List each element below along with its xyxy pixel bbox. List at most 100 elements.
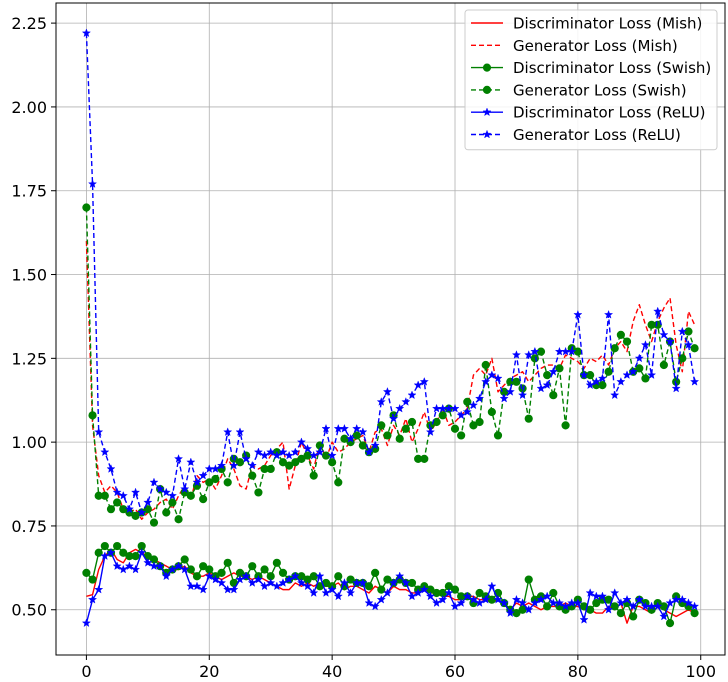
legend-swatch-marker [482, 107, 492, 117]
data-point [82, 203, 91, 212]
data-point [573, 347, 582, 356]
data-point [346, 575, 355, 584]
data-point [229, 460, 239, 470]
data-point [131, 487, 141, 497]
data-point [186, 491, 195, 500]
data-point [149, 518, 159, 527]
data-point [290, 571, 300, 581]
legend-box [464, 9, 718, 151]
data-point [536, 383, 546, 393]
data-point [683, 598, 693, 607]
data-point [162, 508, 171, 517]
data-point [278, 568, 288, 577]
y-tick-label: 0.50 [11, 601, 47, 620]
legend-label: Discriminator Loss (ReLU) [513, 104, 706, 122]
data-point [401, 397, 411, 406]
data-point [524, 350, 534, 359]
data-point [155, 561, 165, 571]
series-line-discriminator-loss-relu [85, 552, 695, 624]
data-point [119, 548, 128, 557]
y-tick-label: 0.75 [11, 517, 47, 536]
data-point [395, 571, 405, 581]
data-point [512, 377, 521, 386]
data-point [604, 367, 613, 376]
data-point [291, 458, 300, 467]
data-point [186, 581, 196, 591]
data-point [622, 594, 632, 604]
data-point [260, 450, 270, 460]
data-point [100, 491, 109, 500]
data-point [450, 424, 460, 433]
data-point [481, 377, 491, 386]
y-tick-label: 1.50 [11, 266, 47, 285]
legend-item: Generator Loss (Swish) [471, 81, 687, 99]
y-tick-label: 2.25 [11, 14, 47, 33]
data-point [198, 470, 208, 480]
data-point [511, 350, 521, 359]
data-point [677, 594, 687, 604]
data-point [641, 374, 650, 383]
data-point [659, 360, 668, 370]
data-point [376, 594, 386, 604]
legend-label: Discriminator Loss (Mish) [513, 15, 702, 33]
data-point [573, 598, 583, 607]
data-point [180, 564, 190, 574]
data-point [137, 547, 147, 557]
data-point [659, 330, 669, 339]
data-point [549, 391, 558, 400]
x-tick-label: 40 [322, 662, 342, 681]
data-point [585, 380, 595, 390]
data-point [536, 594, 546, 604]
data-point [192, 572, 202, 581]
data-point [229, 584, 239, 594]
data-point [511, 594, 521, 604]
data-point [131, 564, 141, 574]
x-tick-label: 60 [445, 662, 465, 681]
series-lines [81, 28, 700, 628]
data-point [217, 578, 227, 587]
data-point [155, 484, 165, 493]
data-point [475, 598, 485, 607]
data-point [579, 615, 589, 624]
data-point [432, 598, 442, 607]
data-point [634, 594, 644, 604]
data-point [88, 594, 98, 604]
data-point [635, 364, 644, 373]
data-point [463, 397, 472, 407]
data-point [389, 578, 399, 587]
data-point [364, 598, 374, 607]
data-point [81, 618, 91, 628]
data-point [241, 454, 251, 463]
data-point [530, 598, 540, 607]
data-point [143, 497, 153, 507]
data-point [462, 591, 472, 601]
data-point [413, 380, 423, 390]
data-point [524, 414, 533, 423]
data-point [684, 327, 693, 336]
data-point [456, 598, 466, 607]
series-discriminator-loss-relu [81, 547, 700, 628]
data-point [167, 490, 177, 500]
plot-area-frame [55, 2, 726, 656]
data-point [371, 568, 380, 577]
data-point [247, 460, 257, 470]
data-point [334, 572, 343, 581]
data-point [665, 336, 675, 346]
data-point [469, 421, 478, 430]
data-point [204, 571, 214, 581]
data-point [199, 562, 208, 571]
data-point [248, 471, 257, 480]
data-point [499, 598, 509, 607]
data-point [137, 507, 147, 517]
data-point [505, 608, 515, 617]
data-point [542, 591, 552, 601]
data-point [94, 427, 104, 436]
data-point [186, 565, 195, 574]
data-point [382, 588, 392, 597]
data-point [266, 447, 276, 457]
data-point [629, 612, 638, 621]
data-point [272, 558, 281, 567]
data-point [278, 578, 288, 587]
data-point [303, 581, 313, 591]
data-point [616, 330, 625, 339]
